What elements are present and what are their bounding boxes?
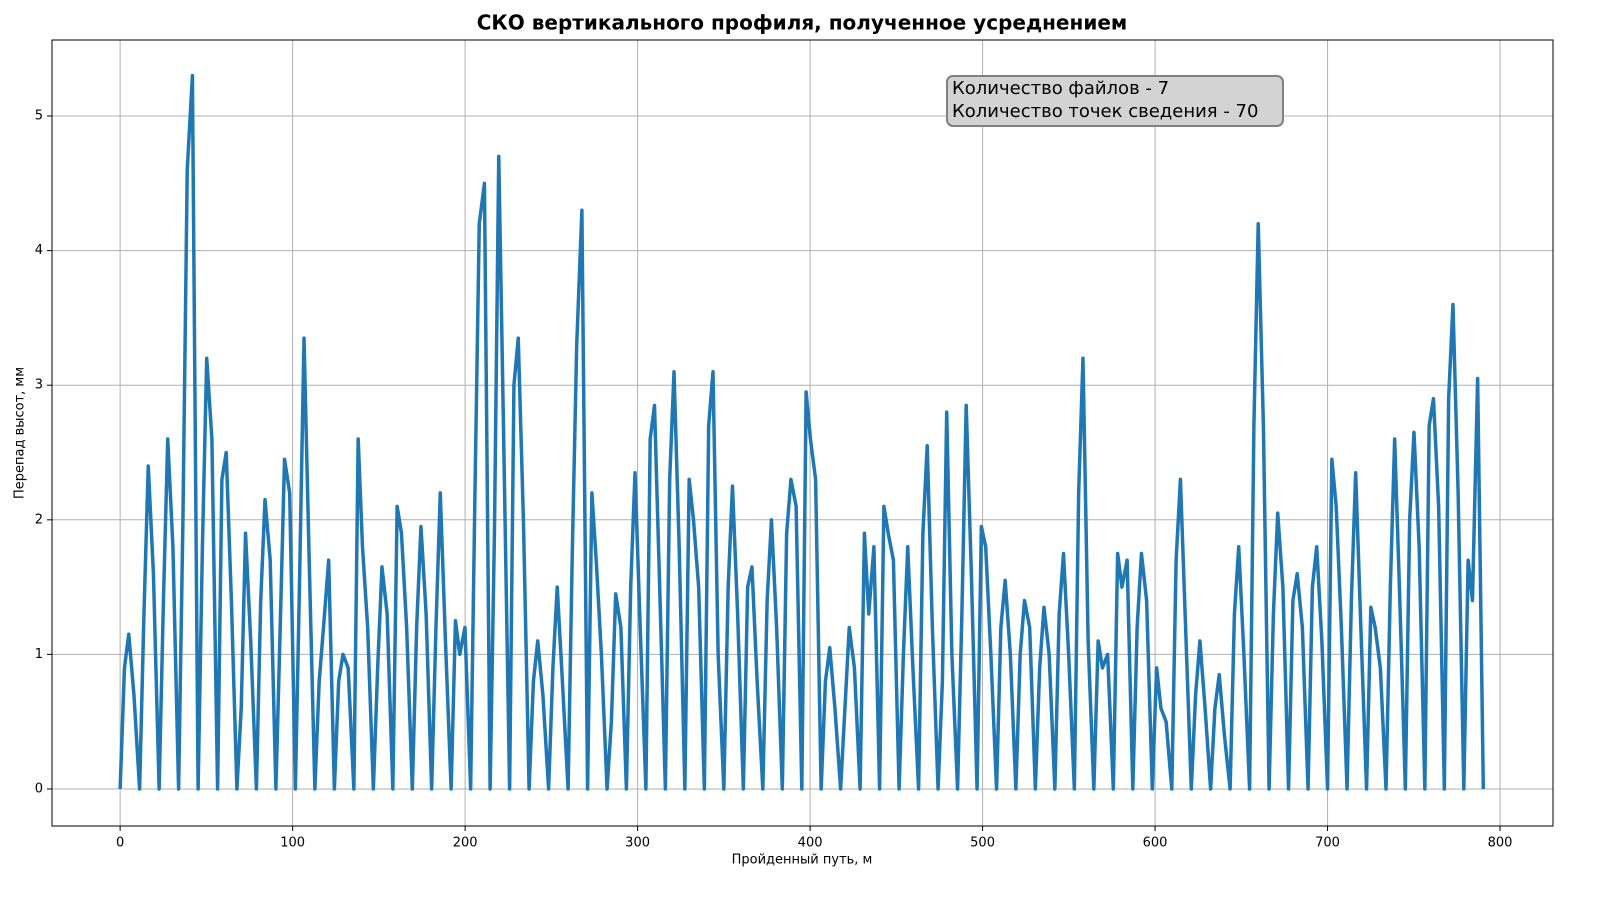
annotation-box [946, 75, 1284, 127]
y-tick-label: 4 [35, 243, 43, 258]
data-line [118, 73, 1486, 791]
x-axis-label: Пройденный путь, м [732, 853, 873, 868]
plot-frame [51, 39, 1554, 827]
x-tick-label: 700 [1315, 836, 1340, 851]
y-axis-label: Перепад высот, мм [13, 367, 28, 499]
x-tick-label: 400 [798, 836, 823, 851]
y-tick-label: 0 [35, 781, 43, 796]
y-tick-label: 2 [35, 512, 43, 527]
plot-area: 0 100 200 300 400 500 600 700 800 0 1 2 3 4 5 [35, 39, 1554, 851]
y-tick-label: 3 [35, 378, 43, 393]
y-tick-label: 5 [35, 109, 43, 124]
x-tick-label: 0 [116, 836, 124, 851]
y-tick-label: 1 [35, 647, 43, 662]
x-tick-label: 800 [1488, 836, 1513, 851]
x-tick-label: 500 [970, 836, 995, 851]
annotation-line: Количество файлов - 7 [952, 78, 1169, 99]
chart-title: СКО вертикального профиля, полученное ус… [477, 11, 1128, 35]
annotation-line: Количество точек сведения - 70 [952, 101, 1258, 122]
x-tick-label: 600 [1143, 836, 1168, 851]
x-tick-label: 300 [625, 836, 650, 851]
x-tick-label: 100 [280, 836, 305, 851]
x-tick-label: 200 [453, 836, 478, 851]
